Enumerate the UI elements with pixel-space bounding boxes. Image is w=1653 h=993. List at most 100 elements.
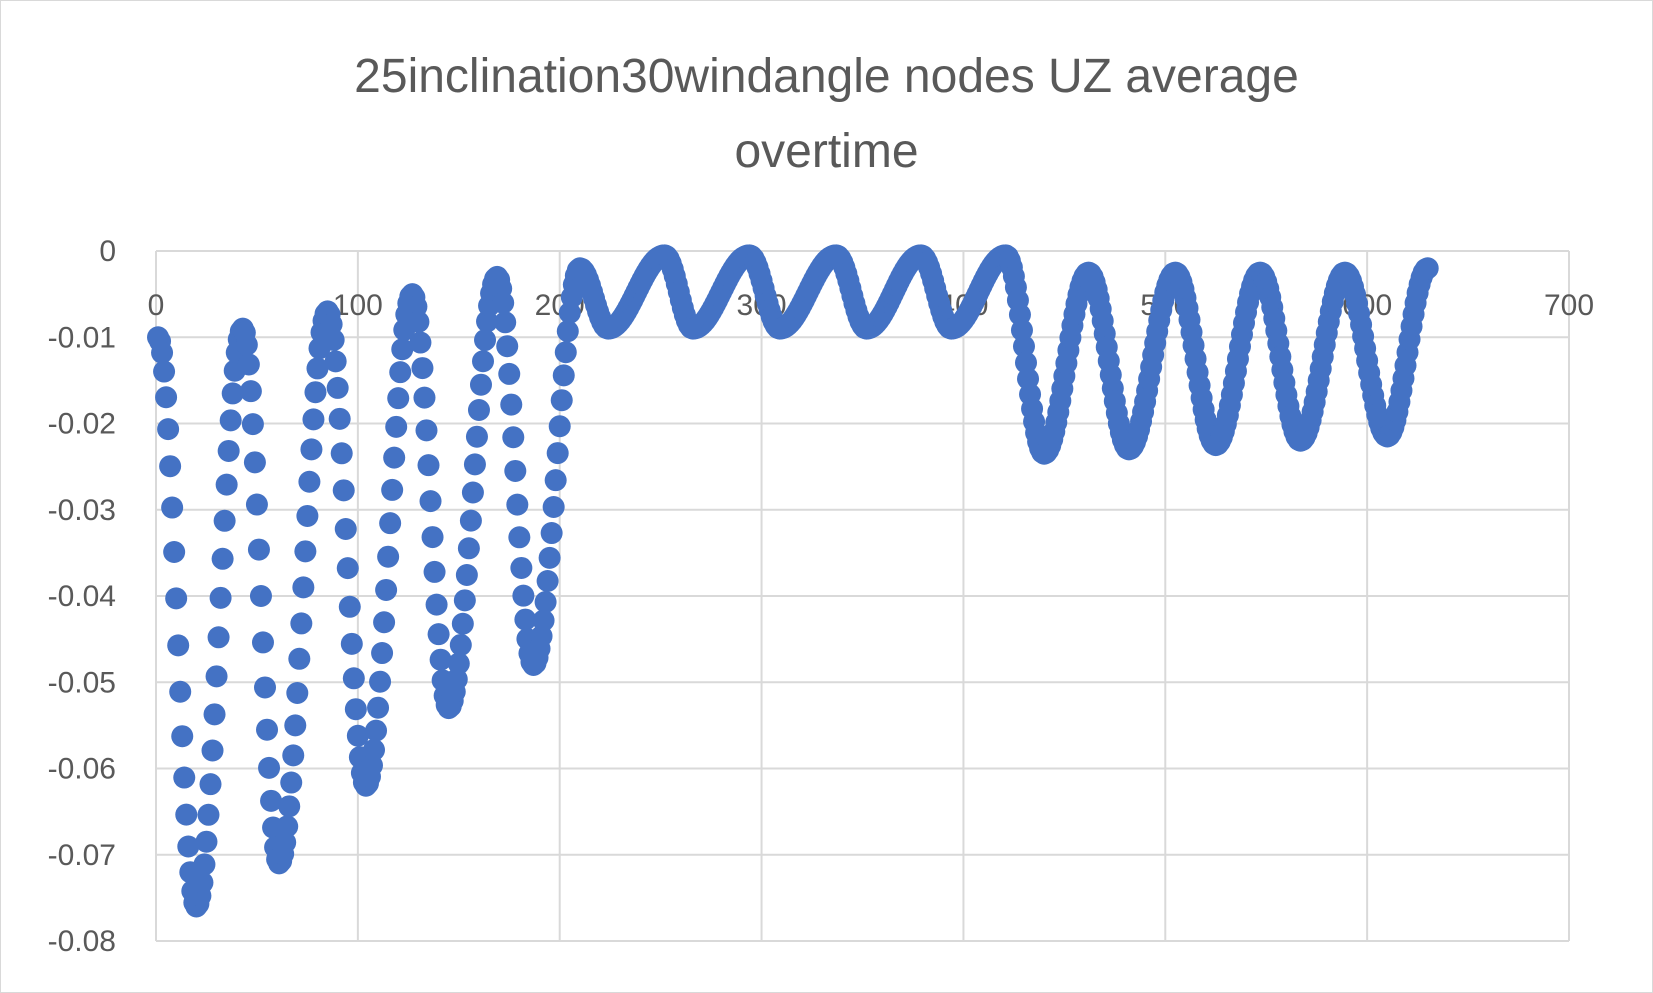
y-tick-label: 0 <box>99 235 116 268</box>
y-tick-label: -0.03 <box>48 494 116 527</box>
data-point <box>365 719 388 742</box>
data-point <box>385 415 408 438</box>
data-point <box>274 831 297 854</box>
data-point <box>465 425 488 448</box>
data-point <box>290 612 313 635</box>
data-point <box>177 835 200 858</box>
data-point <box>219 409 242 432</box>
data-point <box>469 373 492 396</box>
data-point <box>306 357 329 380</box>
data-point <box>245 493 268 516</box>
data-point <box>159 455 182 478</box>
data-point <box>302 408 325 431</box>
data-point <box>292 576 315 599</box>
data-point <box>417 454 440 477</box>
data-point <box>260 789 283 812</box>
data-point <box>381 478 404 501</box>
data-point <box>500 393 523 416</box>
data-point <box>540 522 563 545</box>
data-point <box>369 670 392 693</box>
data-point <box>276 815 299 838</box>
data-point <box>324 350 347 373</box>
data-point <box>163 541 186 564</box>
data-point <box>510 556 533 579</box>
data-point <box>556 320 579 343</box>
data-point <box>296 504 319 527</box>
data-point <box>173 766 196 789</box>
data-point <box>175 803 198 826</box>
data-point <box>211 547 234 570</box>
data-point <box>344 698 367 721</box>
data-point <box>492 291 515 314</box>
y-tick-label: -0.05 <box>48 666 116 699</box>
data-point <box>217 439 240 462</box>
data-point <box>550 389 573 412</box>
data-point <box>554 341 577 364</box>
data-point <box>496 335 519 358</box>
data-point <box>215 473 238 496</box>
data-point <box>502 426 525 449</box>
data-point <box>463 453 486 476</box>
chart-title-line-1: 25inclination30windangle nodes UZ averag… <box>354 50 1299 103</box>
data-point <box>423 560 446 583</box>
data-point <box>171 725 194 748</box>
data-point <box>1416 257 1439 280</box>
data-point <box>153 360 176 383</box>
data-point <box>409 331 432 354</box>
data-point <box>169 680 192 703</box>
data-point <box>332 479 355 502</box>
data-point <box>165 587 188 610</box>
data-point <box>1015 351 1038 374</box>
data-point <box>161 496 184 519</box>
data-point <box>373 611 396 634</box>
y-tick-label: -0.08 <box>48 925 116 958</box>
data-point <box>472 350 495 373</box>
data-point <box>334 517 357 540</box>
data-point <box>546 442 569 465</box>
data-point <box>548 415 571 438</box>
data-point <box>241 413 264 436</box>
chart-title-line-2: overtime <box>734 125 919 178</box>
x-tick-label: 100 <box>333 289 383 322</box>
chart-title: 25inclination30windangle nodes UZ averag… <box>1 39 1652 189</box>
data-point <box>282 744 305 767</box>
data-point <box>419 490 442 513</box>
data-point <box>280 771 303 794</box>
data-point <box>512 584 535 607</box>
data-point <box>340 632 363 655</box>
data-point <box>258 756 281 779</box>
data-point <box>363 738 386 761</box>
data-point <box>195 830 218 853</box>
data-point <box>544 469 567 492</box>
x-tick-label: 700 <box>1544 289 1594 322</box>
data-point <box>449 633 472 656</box>
data-point <box>151 341 174 364</box>
data-point <box>532 609 555 632</box>
data-point <box>288 647 311 670</box>
y-tick-label: -0.04 <box>48 580 116 613</box>
data-point <box>389 361 412 384</box>
data-point <box>542 495 565 518</box>
data-point <box>375 578 398 601</box>
data-point <box>207 626 230 649</box>
data-point <box>498 362 521 385</box>
data-point <box>203 703 226 726</box>
data-point <box>199 773 222 796</box>
data-point <box>294 540 317 563</box>
data-point <box>201 739 224 762</box>
data-point <box>453 589 476 612</box>
y-tick-label: -0.01 <box>48 321 116 354</box>
data-point <box>256 718 279 741</box>
data-point <box>328 407 351 430</box>
data-point <box>514 608 537 631</box>
data-point <box>451 612 474 635</box>
data-point <box>191 871 214 894</box>
data-point <box>506 493 529 516</box>
data-point <box>304 381 327 404</box>
data-point <box>338 595 361 618</box>
data-point <box>300 438 323 461</box>
data-point <box>247 538 270 561</box>
data-point <box>467 398 490 421</box>
data-point <box>193 853 216 876</box>
